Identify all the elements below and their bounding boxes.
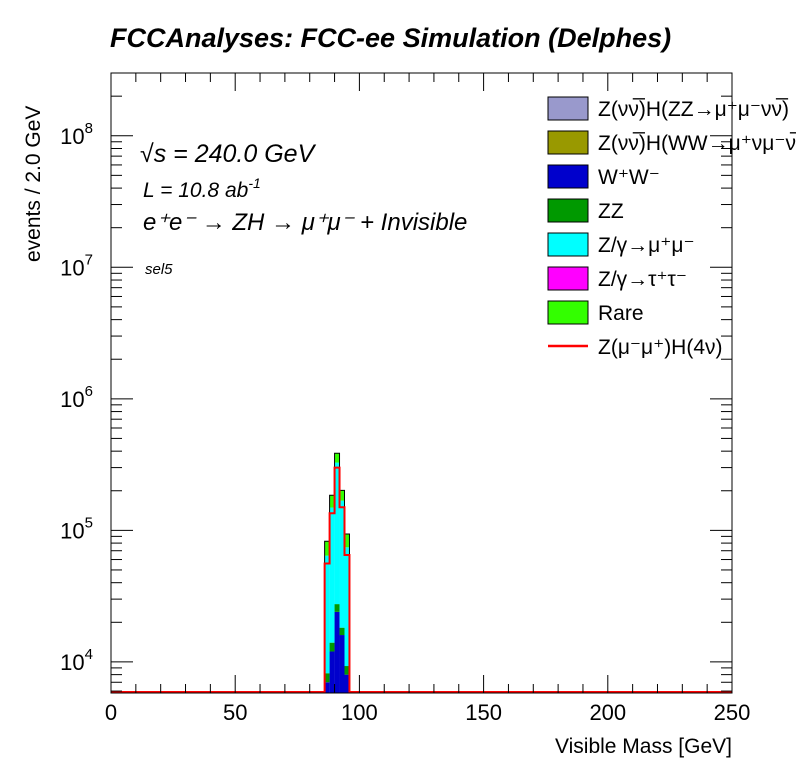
legend-swatch-3 xyxy=(547,198,589,223)
annotation-selection: sel5 xyxy=(145,261,173,278)
y-tick-exponent: 4 xyxy=(85,646,93,663)
plot-area xyxy=(110,72,733,694)
y-tick-exponent: 6 xyxy=(85,383,93,400)
signal-line xyxy=(111,466,732,693)
legend-swatch-2 xyxy=(547,164,589,189)
y-tick-base: 10 xyxy=(60,124,84,149)
y-tick-base: 10 xyxy=(60,255,84,280)
legend-swatch-1 xyxy=(547,130,589,155)
legend-swatch-5 xyxy=(547,266,589,291)
legend-swatch-6 xyxy=(547,300,589,325)
annotation-sqrt-s: √s = 240.0 GeV xyxy=(140,140,317,168)
y-tick-base: 10 xyxy=(60,650,84,675)
legend-label-3: ZZ xyxy=(598,200,624,223)
bar-segment-3-bin-0 xyxy=(324,673,330,683)
y-tick-base: 10 xyxy=(60,387,84,412)
bar-segment-3-bin-4 xyxy=(344,666,350,675)
annotation-lumi: L = 10.8 ab-1 xyxy=(143,175,261,202)
y-tick-label-8: 108 xyxy=(60,120,93,149)
bar-segment-2-bin-2 xyxy=(334,611,340,693)
x-tick-label-200: 200 xyxy=(589,700,626,725)
bar-segment-2-bin-1 xyxy=(329,651,335,693)
x-tick-label-0: 0 xyxy=(105,700,117,725)
bar-segment-4-bin-3 xyxy=(339,500,345,628)
y-axis-label: events / 2.0 GeV xyxy=(22,106,45,262)
bar-segment-6-bin-0 xyxy=(324,541,330,556)
plot-frame xyxy=(110,72,733,694)
x-tick-label-150: 150 xyxy=(465,700,502,725)
y-tick-exponent: 8 xyxy=(85,120,93,137)
legend-label-2: W⁺W⁻ xyxy=(598,166,660,189)
bar-segment-3-bin-1 xyxy=(329,642,335,652)
annotation-lumi-text: L = 10.8 ab xyxy=(143,179,249,202)
x-axis: 0 50 100 150 200 250 xyxy=(105,73,750,725)
bar-segment-6-bin-2 xyxy=(334,453,340,463)
legend: Z(νν̅)H(ZZ→μ⁺μ⁻νν̅) Z(νν̅)H(WW→μ⁺νμ⁻ν̅) W⁺… xyxy=(547,96,796,359)
y-tick-label-5: 105 xyxy=(60,514,93,543)
bar-segment-6-bin-4 xyxy=(344,534,350,548)
bar-segment-2-bin-3 xyxy=(339,635,345,693)
y-tick-label-7: 107 xyxy=(60,251,93,280)
bar-segment-2-bin-0 xyxy=(324,682,330,693)
y-tick-base: 10 xyxy=(60,518,84,543)
y-tick-label-6: 106 xyxy=(60,383,93,412)
bar-segment-4-bin-1 xyxy=(329,507,335,643)
bar-segment-4-bin-0 xyxy=(324,555,330,674)
legend-label-6: Rare xyxy=(598,302,644,325)
y-tick-label-4: 104 xyxy=(60,646,93,675)
x-tick-label-250: 250 xyxy=(714,700,751,725)
x-tick-label-100: 100 xyxy=(341,700,378,725)
bar-segment-3-bin-3 xyxy=(339,627,345,636)
x-tick-label-50: 50 xyxy=(223,700,247,725)
bar-segment-4-bin-2 xyxy=(334,462,340,605)
bar-segment-6-bin-3 xyxy=(339,490,345,501)
legend-label-4: Z/γ→μ⁺μ⁻ xyxy=(598,234,695,257)
bar-segment-4-bin-4 xyxy=(344,547,350,667)
legend-label-1: Z(νν̅)H(WW→μ⁺νμ⁻ν̅) xyxy=(598,132,796,155)
legend-label-5: Z/γ→τ⁺τ⁻ xyxy=(598,268,687,291)
annotation-lumi-exponent: -1 xyxy=(248,175,260,191)
bar-segment-6-bin-1 xyxy=(329,495,335,508)
y-tick-exponent: 7 xyxy=(85,251,93,268)
y-tick-exponent: 5 xyxy=(85,514,93,531)
legend-label-7: Z(μ⁻μ⁺)H(4ν) xyxy=(598,336,723,359)
x-axis-label: Visible Mass [GeV] xyxy=(555,735,732,758)
annotation-process: e⁺e⁻ → ZH → μ⁺μ⁻ + Invisible xyxy=(143,209,467,236)
legend-swatch-4 xyxy=(547,232,589,257)
chart-title: FCCAnalyses: FCC-ee Simulation (Delphes) xyxy=(110,23,671,53)
bar-segment-3-bin-2 xyxy=(334,604,340,612)
legend-swatch-0 xyxy=(547,96,589,121)
bar-segment-2-bin-4 xyxy=(344,674,350,693)
legend-label-0: Z(νν̅)H(ZZ→μ⁺μ⁻νν̅) xyxy=(598,98,789,121)
